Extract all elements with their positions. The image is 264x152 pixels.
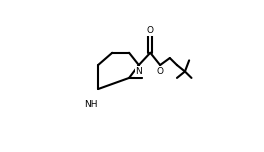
Text: NH: NH: [84, 100, 98, 109]
Text: O: O: [147, 26, 154, 35]
Text: N: N: [135, 67, 142, 76]
Text: O: O: [157, 67, 164, 76]
